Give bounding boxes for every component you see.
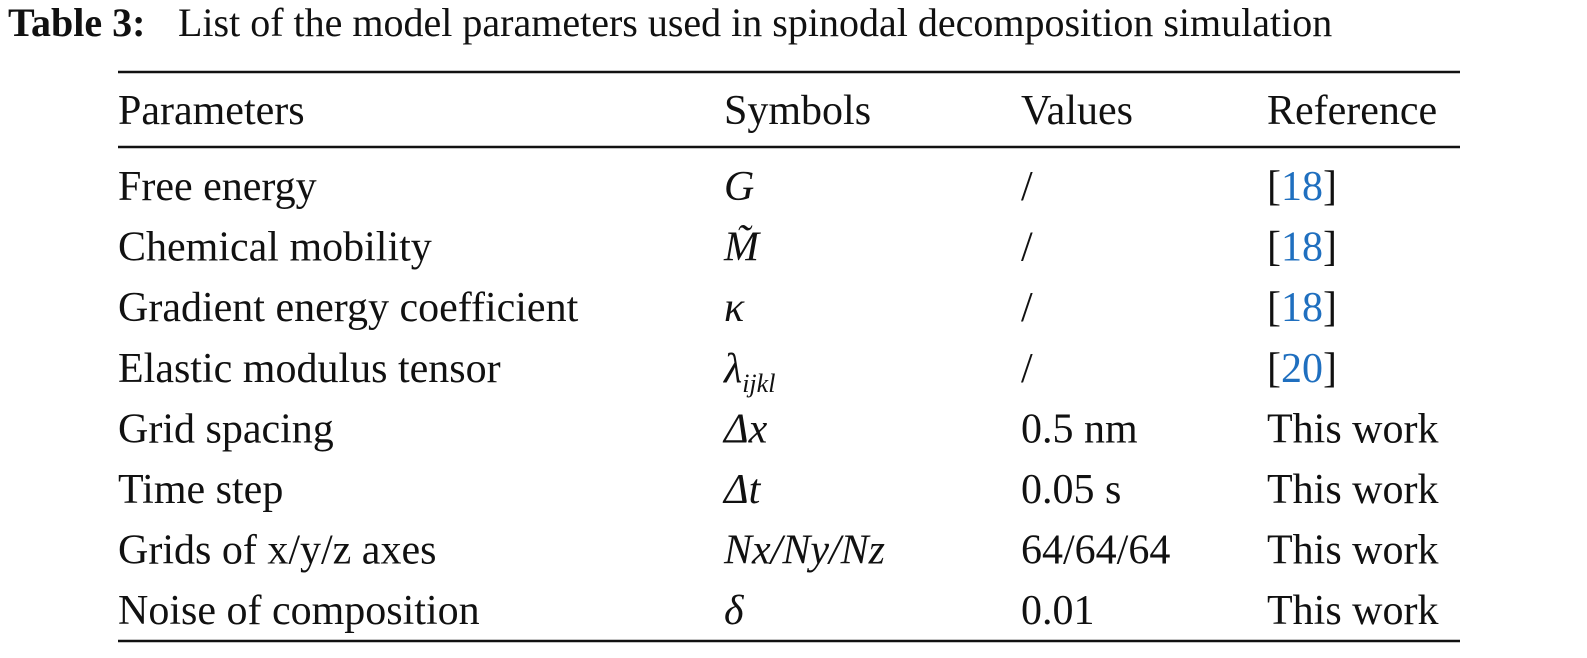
value-cell: 0.5 nm (1021, 406, 1138, 452)
header-cell: Reference (1267, 88, 1437, 134)
parameter-cell: Grid spacing (118, 406, 334, 452)
bracket: ] (1323, 285, 1337, 331)
symbol: G (724, 164, 754, 210)
parameter-cell: Noise of composition (118, 588, 480, 634)
parameter-cell: Chemical mobility (118, 225, 432, 271)
symbol-cell: M̃ (723, 225, 761, 271)
bracket: [ (1267, 225, 1281, 271)
symbol-cell: δ (724, 588, 745, 634)
value-cell: 0.05 s (1021, 467, 1121, 513)
parameter-cell: Gradient energy coefficient (118, 285, 579, 331)
header-cell: Parameters (118, 88, 305, 134)
reference-cell: [18] (1267, 225, 1337, 271)
symbol: λ (722, 346, 742, 392)
reference-cell: [20] (1267, 346, 1337, 392)
parameter-cell: Free energy (118, 164, 317, 210)
symbol-subscript: ijkl (742, 369, 775, 398)
symbol-cell: Δt (722, 467, 762, 513)
parameter-cell: Time step (118, 467, 283, 513)
bracket: ] (1323, 164, 1337, 210)
symbol: Nx/Ny/Nz (723, 528, 885, 574)
citation-link: 18 (1281, 164, 1323, 210)
citation-link: 18 (1281, 225, 1323, 271)
bracket: ] (1323, 225, 1337, 271)
bracket: ] (1323, 346, 1337, 392)
caption-label: Table 3: (8, 0, 145, 45)
citation-link: 18 (1281, 285, 1323, 331)
reference-cell: [18] (1267, 164, 1337, 210)
reference-cell: This work (1267, 588, 1439, 634)
header-cell: Values (1021, 88, 1133, 134)
value-cell: / (1021, 164, 1033, 210)
symbol: κ (724, 285, 745, 331)
symbol: M̃ (723, 225, 761, 271)
header-cell: Symbols (724, 88, 871, 134)
parameter-cell: Elastic modulus tensor (118, 346, 501, 392)
reference-cell: This work (1267, 406, 1439, 452)
symbol-cell: λijkl (722, 346, 775, 398)
symbol: δ (724, 588, 745, 634)
symbol: Δx (722, 406, 768, 452)
reference-cell: This work (1267, 528, 1439, 574)
bracket: [ (1267, 164, 1281, 210)
citation-link: 20 (1281, 346, 1323, 392)
parameter-cell: Grids of x/y/z axes (118, 528, 436, 574)
bracket: [ (1267, 285, 1281, 331)
symbol: Δt (722, 467, 762, 513)
caption-text: List of the model parameters used in spi… (178, 0, 1332, 45)
symbol-cell: G (724, 164, 754, 210)
value-cell: / (1021, 346, 1033, 392)
value-cell: 64/64/64 (1021, 528, 1170, 574)
value-cell: 0.01 (1021, 588, 1095, 634)
symbol-cell: Nx/Ny/Nz (723, 528, 885, 574)
reference-cell: [18] (1267, 285, 1337, 331)
bracket: [ (1267, 346, 1281, 392)
reference-cell: This work (1267, 467, 1439, 513)
symbol-cell: κ (724, 285, 745, 331)
value-cell: / (1021, 225, 1033, 271)
value-cell: / (1021, 285, 1033, 331)
symbol-cell: Δx (722, 406, 768, 452)
